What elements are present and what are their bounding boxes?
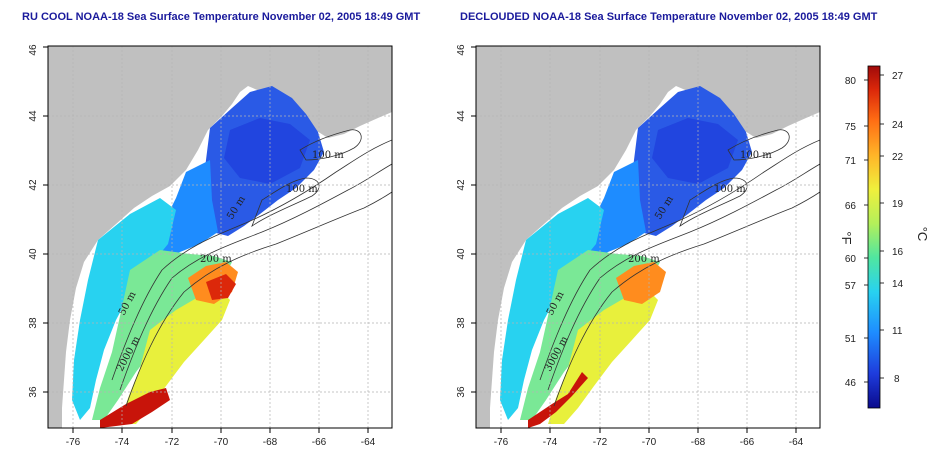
lon-tick-label: -76 [494, 437, 509, 448]
contour-label: 200 m [628, 254, 660, 265]
lat-tick-label: 40 [456, 248, 467, 260]
lat-tick-label: 42 [456, 179, 467, 191]
colorbar-gradient [867, 65, 881, 409]
lon-tick-label: -72 [593, 437, 608, 448]
celsius-tick: 19 [892, 199, 904, 210]
lon-tick-label: -68 [691, 437, 706, 448]
lon-tick-label: -66 [312, 437, 327, 448]
contour-label: 200 m [200, 254, 232, 265]
lon-tick-label: -68 [263, 437, 278, 448]
celsius-tick: 16 [892, 247, 904, 258]
fahrenheit-tick: 46 [845, 378, 857, 389]
lat-tick-label: 38 [456, 317, 467, 329]
fahrenheit-tick: 75 [845, 122, 857, 133]
lat-tick-label: 36 [456, 386, 467, 398]
contour-label: 100 m [740, 150, 772, 161]
lon-tick-label: -70 [642, 437, 657, 448]
lon-tick-label: -70 [214, 437, 229, 448]
celsius-tick: 8 [894, 374, 900, 385]
contour-label: 100 m [714, 184, 746, 195]
left-map-panel: 100 m 100 m 50 m 200 m 50 m 2000 m -76 -… [28, 44, 393, 448]
sst-yellow-band [120, 290, 230, 424]
celsius-tick: 22 [892, 152, 904, 163]
map-frame [475, 45, 821, 429]
sst-red-gulfstream [528, 372, 588, 428]
land-mass [476, 46, 820, 428]
lat-tick-label: 44 [456, 110, 467, 122]
celsius-tick: 14 [892, 279, 904, 290]
right-map-title: DECLOUDED NOAA-18 Sea Surface Temperatur… [460, 11, 878, 23]
lat-lon-grid [476, 46, 820, 428]
sst-shelf-cyan [72, 198, 176, 420]
lat-tick-label: 46 [456, 44, 467, 56]
sst-blue-patch [652, 118, 738, 184]
map-frame [47, 45, 393, 429]
sst-red-gulfstream [100, 388, 170, 428]
temperature-colorbar: 80 75 71 66 60 57 51 46 27 24 22 19 16 1… [839, 65, 930, 409]
right-map-panel: 100 m 100 m 50 m 200 m 50 m 3000 m -76 -… [456, 44, 821, 448]
latitude-axis: 36 38 40 42 44 46 [28, 44, 48, 398]
lat-tick-label: 44 [28, 110, 39, 122]
fahrenheit-tick: 80 [845, 76, 857, 87]
left-map-title: RU COOL NOAA-18 Sea Surface Temperature … [22, 11, 421, 23]
lat-tick-label: 38 [28, 317, 39, 329]
lat-tick-label: 46 [28, 44, 39, 56]
contour-label: 100 m [312, 150, 344, 161]
latitude-axis: 36 38 40 42 44 46 [456, 44, 476, 398]
fahrenheit-tick: 57 [845, 281, 857, 292]
longitude-axis: -76 -74 -72 -70 -68 -66 -64 [66, 428, 376, 448]
lon-tick-label: -64 [361, 437, 376, 448]
fahrenheit-tick: 60 [845, 254, 857, 265]
celsius-tick: 24 [892, 120, 904, 131]
celsius-unit-label: °C [915, 227, 930, 242]
fahrenheit-tick: 71 [845, 156, 857, 167]
sst-orange-gulfstream [616, 262, 666, 304]
celsius-tick: 27 [892, 71, 904, 82]
longitude-axis: -76 -74 -72 -70 -68 -66 -64 [494, 428, 804, 448]
celsius-tick: 11 [892, 326, 903, 337]
fahrenheit-unit-label: °F [839, 231, 854, 244]
lat-tick-label: 40 [28, 248, 39, 260]
lon-tick-label: -72 [165, 437, 180, 448]
land-mass [48, 46, 392, 428]
fahrenheit-tick: 66 [845, 201, 857, 212]
sst-blue-patch [224, 118, 310, 184]
sst-shelf-cyan [500, 198, 604, 420]
lon-tick-label: -74 [115, 437, 130, 448]
contour-label: 100 m [286, 184, 318, 195]
lat-tick-label: 36 [28, 386, 39, 398]
lat-tick-label: 42 [28, 179, 39, 191]
lat-lon-grid [48, 46, 392, 428]
lon-tick-label: -76 [66, 437, 81, 448]
lon-tick-label: -74 [543, 437, 558, 448]
lon-tick-label: -66 [740, 437, 755, 448]
fahrenheit-tick: 51 [845, 334, 857, 345]
lon-tick-label: -64 [789, 437, 804, 448]
